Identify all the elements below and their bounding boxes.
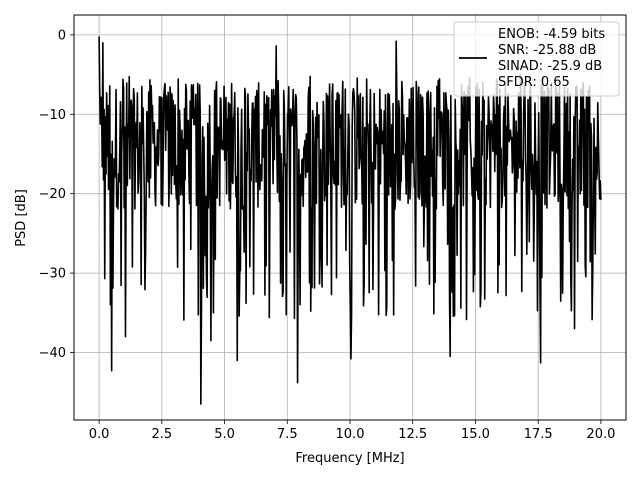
x-tick-label: 20.0 [586,427,615,442]
x-tick-label: 5.0 [214,427,235,442]
x-tick-label: 15.0 [461,427,490,442]
legend-line-3: SINAD: -25.9 dB [498,59,602,74]
legend-line-4: SFDR: 0.65 [498,75,570,90]
legend-line-2: SNR: -25.88 dB [498,43,596,58]
y-tick-label: −30 [39,267,66,282]
x-tick-label: 7.5 [277,427,298,442]
y-tick-label: −10 [39,108,66,123]
y-tick-label: −20 [39,187,66,202]
psd-series [98,36,602,405]
x-tick-label: 12.5 [398,427,427,442]
x-tick-label: 2.5 [151,427,172,442]
x-axis-label: Frequency [MHz] [295,451,404,466]
y-tick-label: −40 [39,346,66,361]
y-axis-ticks: 0 −10 −20 −30 −40 [39,28,74,361]
x-tick-label: 10.0 [336,427,365,442]
x-tick-label: 17.5 [524,427,553,442]
x-axis-ticks: 0.0 2.5 5.0 7.5 10.0 12.5 15.0 17.5 20.0 [89,420,615,442]
legend: ENOB: -4.59 bits SNR: -25.88 dB SINAD: -… [453,21,620,97]
x-tick-label: 0.0 [89,427,110,442]
psd-line [98,36,602,405]
legend-line-1: ENOB: -4.59 bits [498,27,605,42]
y-axis-label: PSD [dB] [14,189,29,247]
legend-box [453,21,620,97]
y-tick-label: 0 [58,28,66,43]
